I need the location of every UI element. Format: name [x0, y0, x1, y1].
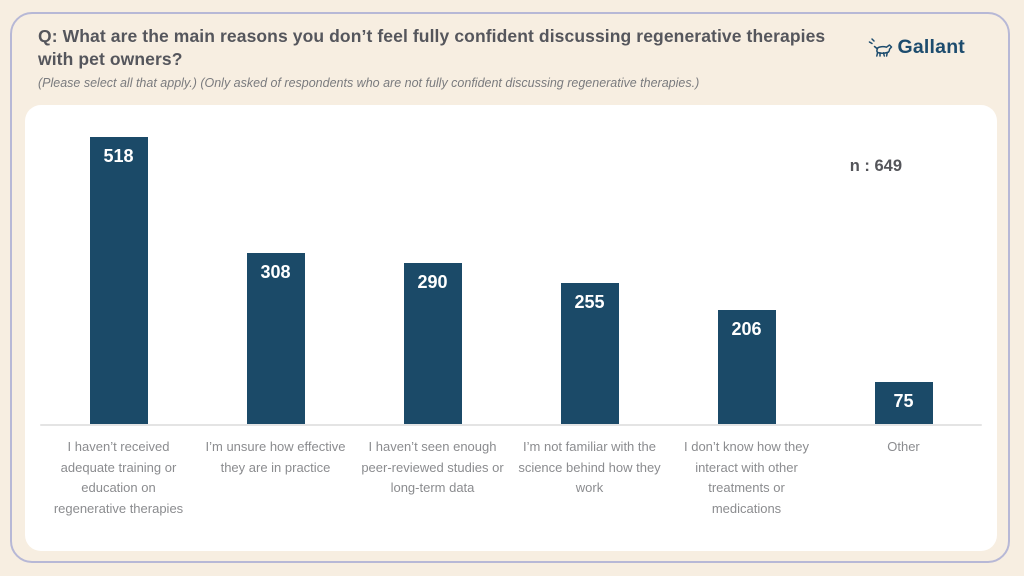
- x-axis-line: [40, 424, 982, 426]
- bar-column: 308: [197, 253, 354, 424]
- category-label: I haven’t seen enough peer-reviewed stud…: [361, 439, 504, 495]
- question-subtitle: (Please select all that apply.) (Only as…: [38, 76, 700, 90]
- question-header: Q: What are the main reasons you don’t f…: [38, 25, 850, 90]
- question-title: Q: What are the main reasons you don’t f…: [38, 26, 826, 69]
- bar-value-label: 255: [574, 292, 605, 312]
- brand-name: Gallant: [897, 36, 965, 58]
- bar-column: 518: [40, 137, 197, 424]
- bar-column: 206: [668, 310, 825, 424]
- category-label: Other: [887, 439, 920, 454]
- bar-value-label: 308: [260, 262, 291, 282]
- bar-column: 75: [825, 382, 982, 424]
- bar: 75: [874, 382, 933, 424]
- bar: 518: [89, 137, 148, 424]
- sample-size-label: n : 649: [849, 157, 902, 175]
- chart-card: n : 649 518 308 290 255 206 75 I haven’t…: [25, 105, 997, 551]
- category-label: I haven’t received adequate training or …: [53, 439, 184, 516]
- category-labels: I haven’t received adequate training or …: [40, 437, 982, 519]
- gallant-logo: Gallant: [868, 36, 966, 59]
- dog-icon: [868, 37, 895, 59]
- bar-value-label: 75: [893, 391, 914, 411]
- category-label: I’m not familiar with the science behind…: [518, 439, 661, 495]
- bar: 255: [560, 283, 619, 424]
- bar-value-label: 518: [103, 146, 134, 166]
- category-label: I’m unsure how effective they are in pra…: [205, 439, 346, 475]
- bar-value-label: 206: [731, 319, 762, 339]
- category-label: I don’t know how they interact with othe…: [683, 439, 810, 516]
- bar: 290: [403, 263, 462, 424]
- bar-value-label: 290: [417, 272, 448, 292]
- bar-column: 290: [354, 263, 511, 424]
- bar: 308: [246, 253, 305, 424]
- bar-chart: 518 308 290 255 206 75: [40, 105, 982, 424]
- bar-column: 255: [511, 283, 668, 424]
- bar: 206: [717, 310, 776, 424]
